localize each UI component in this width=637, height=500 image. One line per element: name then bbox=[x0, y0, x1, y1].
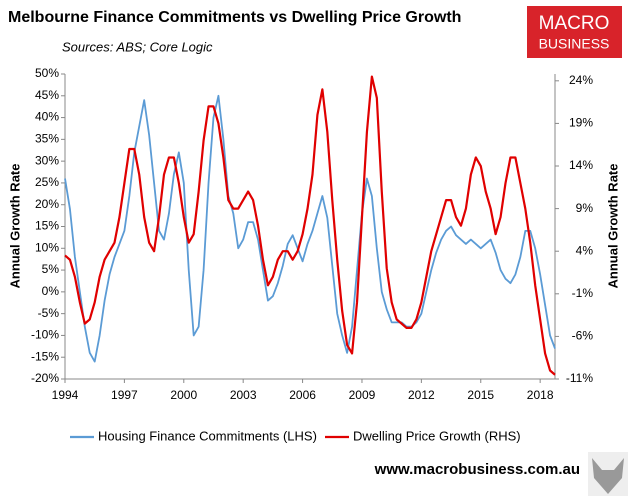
logo-box bbox=[527, 6, 622, 58]
y-tick-label: -10% bbox=[31, 328, 59, 342]
y-tick-label: 15% bbox=[35, 219, 59, 233]
y-tick-label: 0% bbox=[42, 284, 60, 298]
footer-url: www.macrobusiness.com.au bbox=[374, 461, 580, 478]
y2-tick-label: 19% bbox=[569, 116, 593, 130]
y-tick-label: 30% bbox=[35, 153, 59, 167]
y2-tick-label: 14% bbox=[569, 158, 593, 172]
logo-text: MACRO bbox=[539, 13, 610, 34]
y2-tick-label: -11% bbox=[566, 371, 593, 385]
x-tick-label: 2003 bbox=[230, 388, 257, 402]
y-tick-label: 40% bbox=[35, 110, 59, 124]
series-line bbox=[64, 75, 556, 376]
y-tick-label: -5% bbox=[38, 306, 60, 320]
y2-tick-label: -1% bbox=[572, 286, 594, 300]
chart-subtitle: Sources: ABS; Core Logic bbox=[62, 39, 213, 54]
wolf-icon bbox=[588, 452, 628, 496]
chart-title: Melbourne Finance Commitments vs Dwellin… bbox=[8, 9, 461, 26]
y-axis-title: Annual Growth Rate bbox=[7, 164, 22, 289]
y-tick-label: 20% bbox=[35, 197, 59, 211]
y2-tick-label: -6% bbox=[572, 329, 594, 343]
y2-tick-label: 4% bbox=[576, 243, 594, 257]
y-tick-label: 10% bbox=[35, 240, 59, 254]
x-tick-label: 1997 bbox=[111, 388, 138, 402]
y2-axis-title: Annual Growth Rate bbox=[605, 164, 620, 289]
x-tick-label: 2018 bbox=[527, 388, 554, 402]
y-tick-label: -20% bbox=[31, 371, 59, 385]
y-tick-label: 5% bbox=[42, 262, 60, 276]
x-tick-label: 2006 bbox=[289, 388, 316, 402]
y-tick-label: 50% bbox=[35, 66, 59, 80]
logo: MACRO BUSINESS bbox=[527, 6, 622, 58]
x-tick-label: 2000 bbox=[170, 388, 197, 402]
y-tick-label: -15% bbox=[31, 349, 59, 363]
x-tick-label: 2015 bbox=[467, 388, 494, 402]
legend-label: Dwelling Price Growth (RHS) bbox=[353, 428, 521, 443]
icon-shape bbox=[592, 458, 624, 494]
y2-tick-label: 9% bbox=[576, 201, 594, 215]
x-tick-label: 1994 bbox=[52, 388, 79, 402]
y2-tick-label: 24% bbox=[569, 73, 593, 87]
x-tick-label: 2012 bbox=[408, 388, 435, 402]
legend-label: Housing Finance Commitments (LHS) bbox=[98, 428, 317, 443]
series-line bbox=[64, 94, 556, 363]
y-tick-label: 35% bbox=[35, 132, 59, 146]
y-tick-label: 25% bbox=[35, 175, 59, 189]
y-tick-label: 45% bbox=[35, 88, 59, 102]
logo-text: BUSINESS bbox=[539, 36, 610, 52]
x-tick-label: 2009 bbox=[349, 388, 376, 402]
